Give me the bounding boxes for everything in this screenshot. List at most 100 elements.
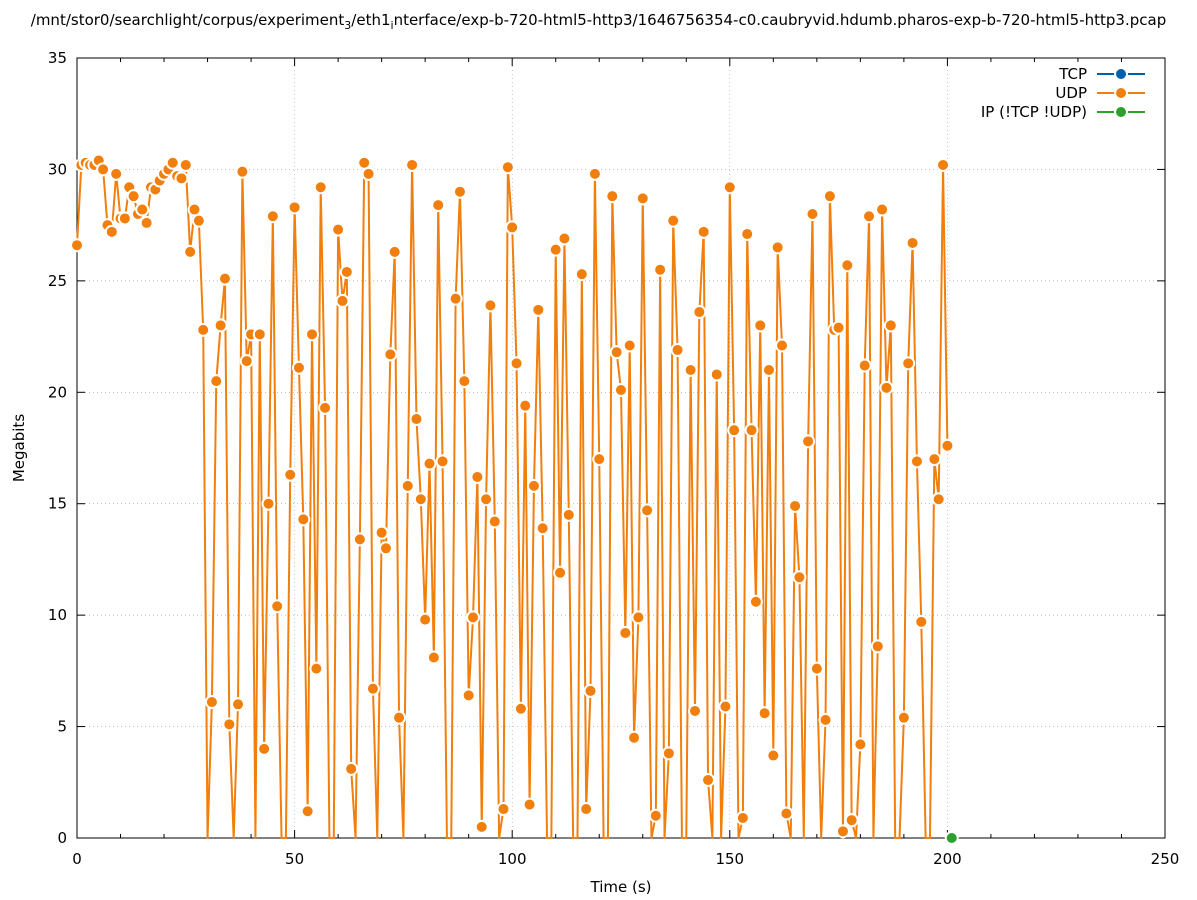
legend-marker [1114, 86, 1128, 100]
data-point [352, 532, 367, 547]
data-point [457, 374, 472, 389]
data-point [452, 184, 467, 199]
data-point [775, 338, 790, 353]
data-point [526, 478, 541, 493]
tick-labels: 0 50 100 150 200 250 0 5 10 15 20 25 30 35 [48, 49, 1179, 868]
data-point [692, 305, 707, 320]
data-point [265, 209, 280, 224]
data-point [126, 189, 141, 204]
x-axis-label: Time (s) [590, 878, 652, 896]
data-point [670, 342, 685, 357]
data-point [217, 271, 232, 286]
data-point [392, 710, 407, 725]
data-point [313, 180, 328, 195]
series-layer [70, 153, 959, 845]
data-point [470, 469, 485, 484]
data-point [413, 492, 428, 507]
data-point [309, 661, 324, 676]
data-point [239, 354, 254, 369]
data-point [701, 773, 716, 788]
data-point [653, 262, 668, 277]
data-point [339, 264, 354, 279]
legend-marker [1114, 105, 1128, 119]
data-point [831, 320, 846, 335]
data-point [222, 717, 237, 732]
data-point [574, 267, 589, 282]
data-point [835, 824, 850, 839]
y-tick-label: 20 [48, 383, 67, 401]
data-point [870, 639, 885, 654]
data-point [448, 291, 463, 306]
data-point [853, 737, 868, 752]
x-tick-label: 200 [933, 850, 962, 868]
data-point [788, 498, 803, 513]
data-point [426, 650, 441, 665]
data-point [722, 180, 737, 195]
data-point [191, 213, 206, 228]
data-point [553, 565, 568, 580]
data-point [344, 761, 359, 776]
data-point [283, 467, 298, 482]
data-point [409, 412, 424, 427]
y-tick-label: 5 [57, 718, 67, 736]
data-point [801, 434, 816, 449]
data-point [235, 164, 250, 179]
data-point [383, 347, 398, 362]
data-point [635, 191, 650, 206]
title-part-1: /mnt/stor0/searchlight/corpus/experiment [31, 11, 345, 29]
data-point [418, 612, 433, 627]
x-tick-label: 150 [715, 850, 744, 868]
data-point [857, 358, 872, 373]
data-point [231, 697, 246, 712]
series-2 [944, 831, 959, 845]
data-point [792, 570, 807, 585]
data-point [844, 813, 859, 828]
data-point [318, 400, 333, 415]
data-point [261, 496, 276, 511]
data-point [361, 166, 376, 181]
chart-title: /mnt/stor0/searchlight/corpus/experiment… [31, 11, 1166, 32]
data-point [305, 327, 320, 342]
data-point [270, 599, 285, 614]
data-point [727, 423, 742, 438]
data-point [587, 166, 602, 181]
data-point [770, 240, 785, 255]
data-point [561, 507, 576, 522]
data-point [757, 706, 772, 721]
title-subscript-1: 3 [344, 19, 351, 32]
data-point [165, 155, 180, 170]
data-point [300, 804, 315, 819]
plot-frame [76, 57, 1166, 839]
data-point [875, 202, 890, 217]
data-point [96, 162, 111, 177]
data-point [483, 298, 498, 313]
data-point [627, 730, 642, 745]
data-point [661, 746, 676, 761]
title-part-2: /eth1 [351, 11, 390, 29]
data-point [579, 802, 594, 817]
y-axis-label: Megabits [10, 414, 28, 482]
x-tick-label: 50 [285, 850, 304, 868]
data-point [252, 327, 267, 342]
data-point [109, 166, 124, 181]
data-point [374, 525, 389, 540]
data-point [883, 318, 898, 333]
y-tick-label: 15 [48, 495, 67, 513]
data-point [940, 438, 955, 453]
data-point [522, 797, 537, 812]
data-point [178, 157, 193, 172]
data-point [487, 514, 502, 529]
data-point [139, 215, 154, 230]
data-point [213, 318, 228, 333]
data-point [805, 207, 820, 221]
data-point [474, 819, 489, 834]
data-point [683, 363, 698, 377]
data-point [640, 503, 655, 518]
data-point [609, 345, 624, 360]
data-point [209, 374, 224, 389]
data-point [531, 302, 546, 317]
data-point [513, 701, 528, 716]
data-point [631, 610, 646, 625]
